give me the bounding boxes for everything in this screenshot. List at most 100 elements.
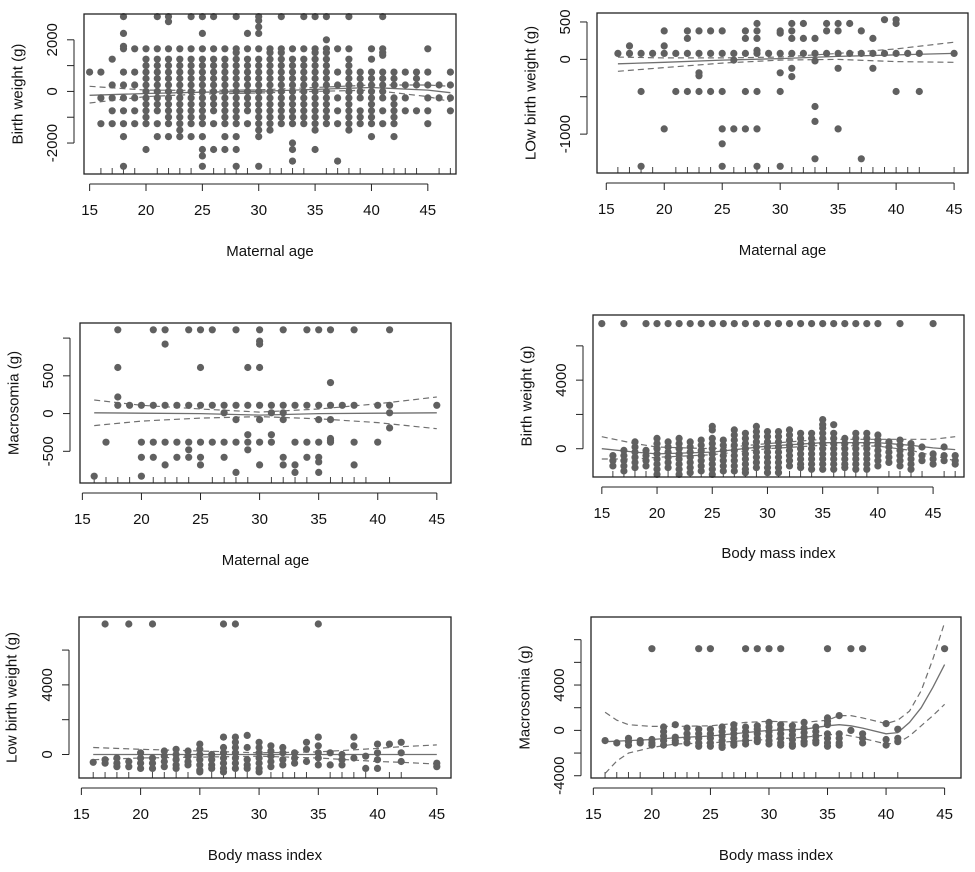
data-point [660, 125, 668, 133]
data-point [279, 401, 287, 409]
data-point [255, 743, 263, 752]
data-point [210, 120, 218, 128]
data-point [397, 757, 405, 766]
data-point [741, 34, 750, 43]
data-point [326, 401, 335, 409]
data-point [730, 741, 738, 749]
data-point [326, 379, 335, 387]
data-point [243, 62, 252, 70]
data-point [288, 94, 297, 102]
data-point [631, 443, 639, 451]
y-tick-label: 500 [557, 9, 574, 34]
data-point [697, 320, 705, 328]
data-point [863, 440, 871, 448]
data-point [741, 450, 750, 458]
data-point [808, 320, 816, 328]
data-point [221, 45, 229, 53]
data-point [302, 745, 311, 753]
data-point [176, 107, 184, 115]
data-point [686, 464, 694, 472]
data-point [277, 113, 285, 121]
data-point [356, 74, 364, 83]
data-point [774, 453, 783, 461]
data-point [266, 126, 274, 134]
data-point [940, 457, 948, 465]
data-point [187, 94, 195, 102]
data-point [108, 107, 116, 115]
data-point [338, 750, 346, 759]
data-point [834, 19, 842, 28]
data-point [266, 100, 274, 108]
data-point [776, 87, 784, 96]
data-point [184, 752, 192, 760]
plot-frame [83, 13, 457, 175]
data-point [113, 754, 121, 762]
data-point [137, 754, 145, 762]
data-point [695, 87, 703, 96]
data-point [125, 757, 133, 766]
data-point [232, 49, 240, 57]
data-point [243, 45, 252, 53]
data-point [885, 448, 893, 456]
data-point [649, 49, 657, 58]
data-point [172, 745, 180, 753]
data-point [126, 401, 134, 409]
data-point [210, 55, 218, 63]
data-point [185, 446, 193, 454]
data-point [244, 438, 252, 446]
upper-confidence-band [601, 436, 956, 450]
data-point [220, 401, 228, 409]
data-point [119, 13, 128, 21]
data-point [208, 756, 216, 764]
data-point [164, 120, 173, 128]
data-point [210, 81, 218, 89]
data-point [707, 49, 715, 58]
data-point [675, 470, 683, 478]
data-point [765, 645, 773, 653]
data-point [153, 87, 161, 95]
data-point [763, 443, 772, 451]
data-point [718, 27, 726, 35]
data-point [697, 467, 705, 475]
data-point [374, 401, 382, 409]
data-point [356, 81, 364, 89]
data-point [173, 438, 181, 446]
data-point [401, 68, 409, 76]
data-point [896, 436, 904, 444]
y-axis-label: Macrosomia (g) [6, 351, 23, 455]
data-point [315, 468, 323, 476]
data-point [708, 450, 716, 458]
data-point [367, 113, 376, 121]
data-point [137, 759, 145, 767]
data-point [243, 29, 252, 37]
data-point [291, 754, 299, 762]
data-point [119, 162, 128, 170]
data-point [322, 55, 330, 63]
data-point [185, 401, 193, 409]
data-point [390, 94, 398, 102]
data-point [664, 453, 672, 461]
data-point [255, 126, 263, 134]
data-point [101, 620, 109, 628]
y-tick-label: 0 [551, 726, 568, 734]
data-point [742, 645, 750, 653]
y-axis-label: Birth weight (g) [519, 346, 536, 447]
data-point [719, 457, 727, 465]
data-point [221, 113, 229, 121]
data-point [232, 120, 240, 128]
data-point [232, 94, 240, 102]
data-point [894, 738, 902, 746]
data-point [765, 740, 773, 748]
data-point [314, 742, 322, 750]
data-point [741, 429, 750, 437]
data-point [108, 55, 116, 63]
data-point [857, 155, 865, 163]
data-point [187, 81, 195, 89]
data-point [244, 363, 252, 372]
data-point [196, 740, 204, 748]
data-point [288, 100, 297, 108]
data-point [664, 320, 672, 328]
data-point [277, 68, 285, 76]
data-point [322, 87, 330, 95]
data-point [830, 434, 838, 442]
